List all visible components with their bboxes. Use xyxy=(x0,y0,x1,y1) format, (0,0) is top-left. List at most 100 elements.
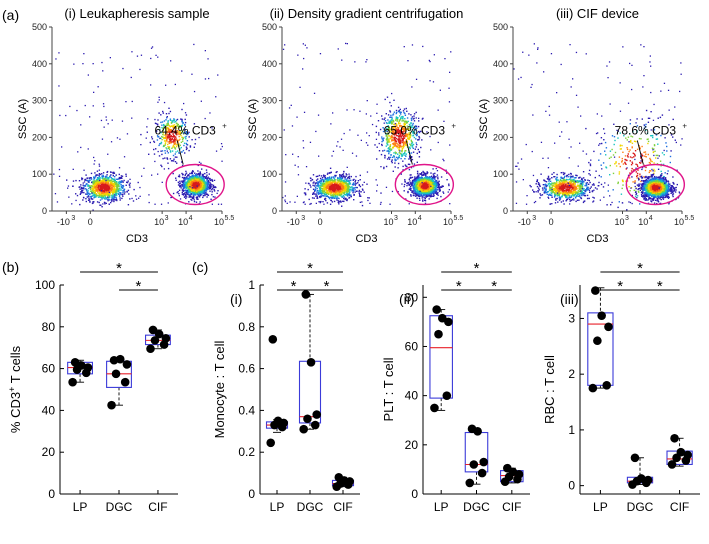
event-dot xyxy=(390,148,393,150)
event-dot xyxy=(195,189,197,191)
event-dot xyxy=(95,182,97,184)
event-dot xyxy=(411,146,414,148)
event-dot xyxy=(92,63,94,65)
event-dot xyxy=(97,185,100,188)
event-dot xyxy=(96,178,98,181)
event-dot xyxy=(185,132,187,134)
event-dot xyxy=(439,189,441,191)
event-dot xyxy=(115,192,118,195)
event-dot xyxy=(108,198,110,200)
event-dot xyxy=(336,187,338,190)
event-dot xyxy=(312,193,315,195)
event-dot xyxy=(111,188,113,190)
event-dot xyxy=(176,122,178,125)
event-dot xyxy=(141,175,143,177)
event-dot xyxy=(206,177,208,179)
event-dot xyxy=(358,189,361,192)
event-dot xyxy=(179,126,181,128)
event-dot xyxy=(320,195,322,197)
event-dot xyxy=(321,185,324,187)
event-dot xyxy=(413,136,416,139)
event-dot xyxy=(164,150,166,152)
event-dot xyxy=(77,151,79,153)
event-dot xyxy=(345,189,347,191)
event-dot xyxy=(319,187,321,190)
event-dot xyxy=(396,129,398,131)
event-dot xyxy=(190,198,192,201)
event-dot xyxy=(191,139,193,141)
event-dot xyxy=(333,190,336,192)
event-dot xyxy=(87,184,90,186)
event-dot xyxy=(186,184,188,186)
event-dot xyxy=(361,188,364,190)
event-dot xyxy=(99,176,101,179)
event-dot xyxy=(315,179,318,181)
event-dot xyxy=(337,181,340,183)
event-dot xyxy=(396,145,398,147)
event-dot xyxy=(336,179,338,181)
event-dot xyxy=(407,181,409,184)
event-dot xyxy=(326,195,328,197)
event-dot xyxy=(397,140,400,142)
event-dot xyxy=(404,133,407,135)
event-dot xyxy=(317,191,320,194)
event-dot xyxy=(176,156,178,158)
event-dot xyxy=(112,191,114,193)
event-dot xyxy=(329,188,332,190)
event-dot xyxy=(187,193,189,196)
event-dot xyxy=(216,192,218,194)
event-dot xyxy=(166,131,168,133)
event-dot xyxy=(341,174,344,176)
event-dot xyxy=(186,186,188,188)
event-dot xyxy=(383,128,385,130)
event-dot xyxy=(326,173,329,175)
event-dot xyxy=(399,108,401,111)
event-dot xyxy=(354,189,356,191)
gate-leader-line xyxy=(176,140,184,165)
event-dot xyxy=(346,198,348,201)
event-dot xyxy=(119,194,121,196)
event-dot xyxy=(385,138,388,141)
event-dot xyxy=(108,183,110,185)
event-dot xyxy=(97,177,100,179)
event-dot xyxy=(111,187,113,189)
event-dot xyxy=(328,177,330,180)
event-dot xyxy=(187,187,189,190)
event-dot xyxy=(442,185,444,187)
event-dot xyxy=(164,157,166,159)
event-dot xyxy=(387,144,389,146)
event-dot xyxy=(164,152,167,154)
event-dot xyxy=(94,192,96,194)
event-dot xyxy=(110,171,112,173)
event-dot xyxy=(114,194,116,196)
event-dot xyxy=(205,177,207,179)
event-dot xyxy=(199,172,201,174)
event-dot xyxy=(400,153,403,156)
event-dot xyxy=(322,175,325,177)
event-dot xyxy=(438,180,440,182)
event-dot xyxy=(192,174,194,176)
event-dot xyxy=(181,118,183,121)
event-dot xyxy=(317,184,319,187)
event-dot xyxy=(320,175,323,177)
event-dot xyxy=(172,192,175,195)
event-dot xyxy=(190,187,193,189)
event-dot xyxy=(99,173,101,176)
event-dot xyxy=(381,118,384,120)
event-dot xyxy=(319,182,322,185)
event-dot xyxy=(193,43,195,46)
y-tick-label: 500 xyxy=(32,22,47,32)
event-dot xyxy=(91,198,94,200)
event-dot xyxy=(126,191,128,193)
event-dot xyxy=(384,157,386,159)
event-dot xyxy=(103,182,105,185)
event-dot xyxy=(160,131,162,134)
event-dot xyxy=(115,181,118,183)
event-dot xyxy=(196,196,198,198)
event-dot xyxy=(410,174,412,176)
event-dot xyxy=(335,182,338,184)
event-dot xyxy=(396,119,399,121)
event-dot xyxy=(104,185,106,187)
event-dot xyxy=(399,142,402,145)
event-dot xyxy=(130,76,132,79)
